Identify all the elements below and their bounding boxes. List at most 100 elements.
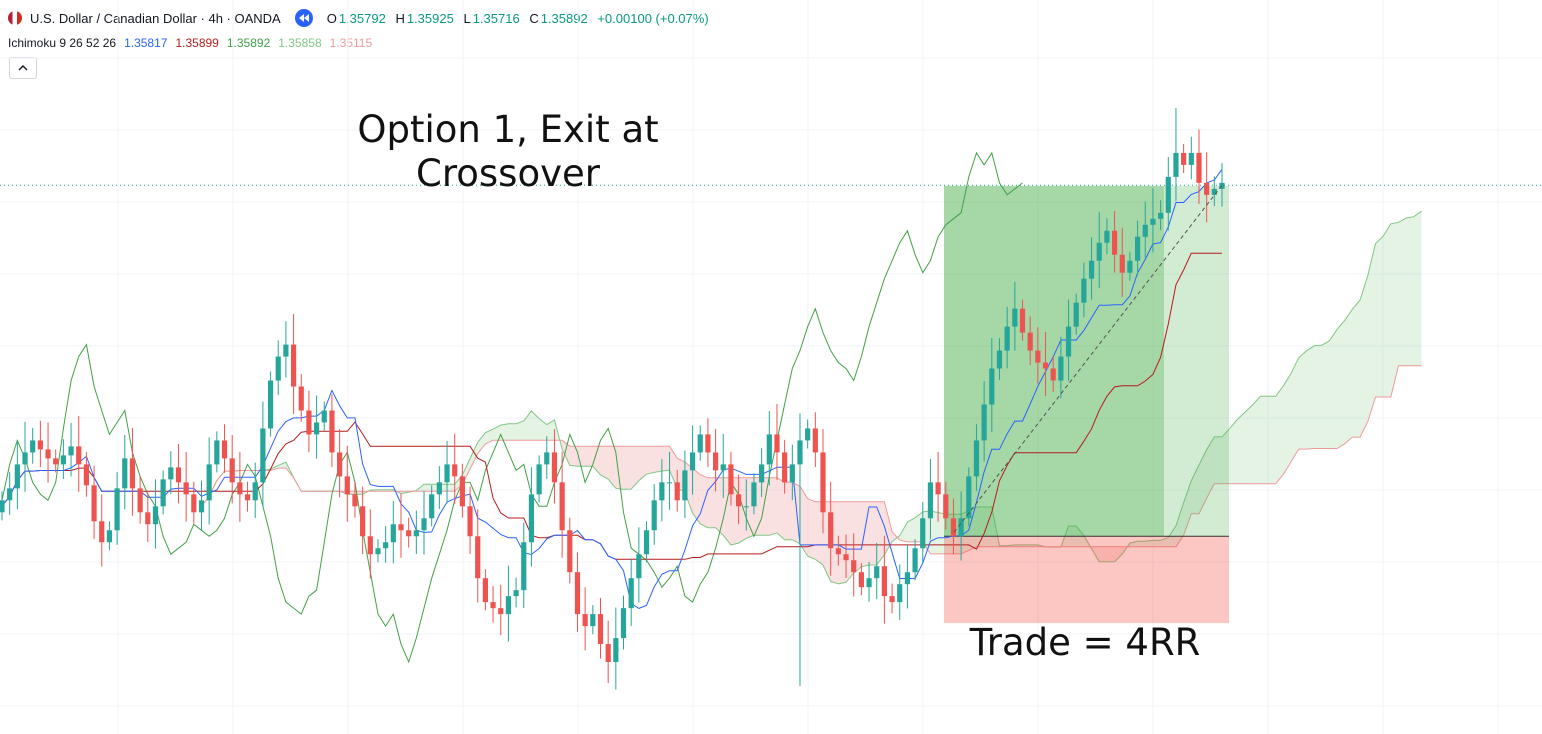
candle-down	[559, 482, 565, 531]
cloud-bullish	[1390, 222, 1399, 397]
candle-up	[1127, 260, 1133, 273]
candle-up	[60, 455, 66, 465]
candle-down	[705, 434, 711, 453]
candle-up	[14, 464, 20, 489]
candle-down	[298, 386, 304, 411]
candle-down	[774, 434, 780, 453]
candle-up	[989, 368, 995, 405]
cloud-bullish	[1214, 436, 1222, 484]
candle-down	[828, 512, 834, 549]
cloud-bullish	[546, 420, 555, 441]
cloud-bearish	[884, 501, 893, 555]
candle-down	[352, 494, 358, 507]
cloud-bearish	[661, 446, 670, 472]
candle-up	[751, 482, 757, 507]
chevron-up-icon	[18, 65, 28, 71]
cloud-bullish	[1329, 329, 1338, 449]
candle-up	[651, 500, 657, 531]
candle-up	[643, 530, 650, 555]
candle-down	[229, 458, 235, 483]
cloud-bullish	[1129, 541, 1138, 547]
replay-icon[interactable]	[294, 9, 313, 27]
candle-up	[620, 608, 627, 639]
candle-down	[83, 464, 90, 486]
candle-up	[68, 446, 74, 456]
cloud-bearish	[869, 501, 877, 565]
candle-up	[536, 464, 542, 495]
candle-up	[973, 440, 980, 477]
candle-up	[981, 404, 987, 441]
cloud-bullish	[278, 462, 286, 469]
candle-down	[674, 482, 680, 501]
candle-up	[206, 464, 212, 501]
candle-up	[805, 428, 811, 441]
candle-up	[1211, 188, 1217, 195]
close-label: C	[529, 10, 539, 26]
cloud-bearish	[692, 468, 701, 524]
candle-up	[628, 578, 634, 609]
candle-up	[897, 584, 903, 603]
candle-down	[574, 572, 581, 615]
candle-down	[37, 440, 43, 450]
candle-up	[513, 590, 519, 597]
candle-up	[267, 380, 274, 429]
cloud-bullish	[516, 420, 524, 441]
candle-up	[1142, 224, 1148, 237]
candle-up	[7, 488, 13, 501]
candle-up	[106, 530, 113, 543]
candle-down	[398, 524, 404, 531]
candle-up	[1012, 308, 1018, 327]
candle-up	[636, 554, 642, 579]
tenkan-value: 1.35817	[124, 36, 168, 50]
span-b-value: 1.35115	[329, 36, 373, 50]
indicator-legend[interactable]: Ichimoku 9 26 52 26 1.35817 1.35899 1.35…	[8, 36, 372, 50]
profit-zone-projected	[1164, 185, 1229, 537]
cloud-bullish	[523, 410, 532, 441]
cloud-bullish	[1337, 320, 1345, 449]
cloud-bearish	[600, 446, 609, 480]
candle-up	[160, 479, 166, 507]
candle-up	[720, 464, 726, 471]
candle-down	[175, 467, 182, 483]
candle-down	[498, 608, 504, 615]
symbol-title[interactable]: U.S. Dollar / Canadian Dollar · 4h · OAN…	[30, 10, 281, 26]
cloud-bullish	[1291, 357, 1299, 462]
candle-up	[689, 452, 696, 471]
option-annotation-line1: Option 1, Exit at	[357, 108, 659, 151]
cloud-bullish	[1375, 236, 1384, 397]
candle-down	[45, 449, 51, 459]
cloud-bullish	[1183, 480, 1192, 536]
candle-up	[1104, 230, 1110, 243]
candle-up	[413, 530, 419, 537]
cloud-bearish	[585, 446, 593, 467]
candle-up	[766, 434, 772, 465]
cloud-bullish	[1406, 216, 1414, 366]
cloud-bearish	[1106, 546, 1115, 562]
candle-down	[858, 572, 864, 588]
cloud-bullish	[1413, 211, 1422, 366]
candle-down	[812, 428, 818, 453]
trade-result-annotation: Trade = 4RR	[969, 621, 1201, 664]
high-label: H	[395, 10, 405, 26]
candle-up	[30, 440, 36, 453]
span-a-value: 1.35858	[278, 36, 322, 50]
low-label: L	[463, 10, 471, 26]
candle-down	[889, 596, 895, 603]
cloud-bearish	[807, 498, 816, 560]
candles	[0, 108, 1225, 690]
high-value: 1.35925	[406, 10, 454, 26]
ichimoku-lines	[0, 151, 1223, 664]
candle-up	[996, 350, 1003, 369]
candle-up	[866, 578, 872, 588]
candle-down	[306, 410, 312, 435]
candle-down	[728, 464, 734, 495]
cloud-bullish	[1206, 436, 1215, 499]
cloud-bearish	[715, 477, 724, 536]
cloud-bullish	[899, 522, 908, 542]
cloud-bullish	[531, 410, 540, 441]
candle-down	[551, 452, 558, 483]
candle-down	[1019, 308, 1026, 333]
candle-up	[682, 470, 688, 501]
candle-up	[114, 488, 120, 531]
